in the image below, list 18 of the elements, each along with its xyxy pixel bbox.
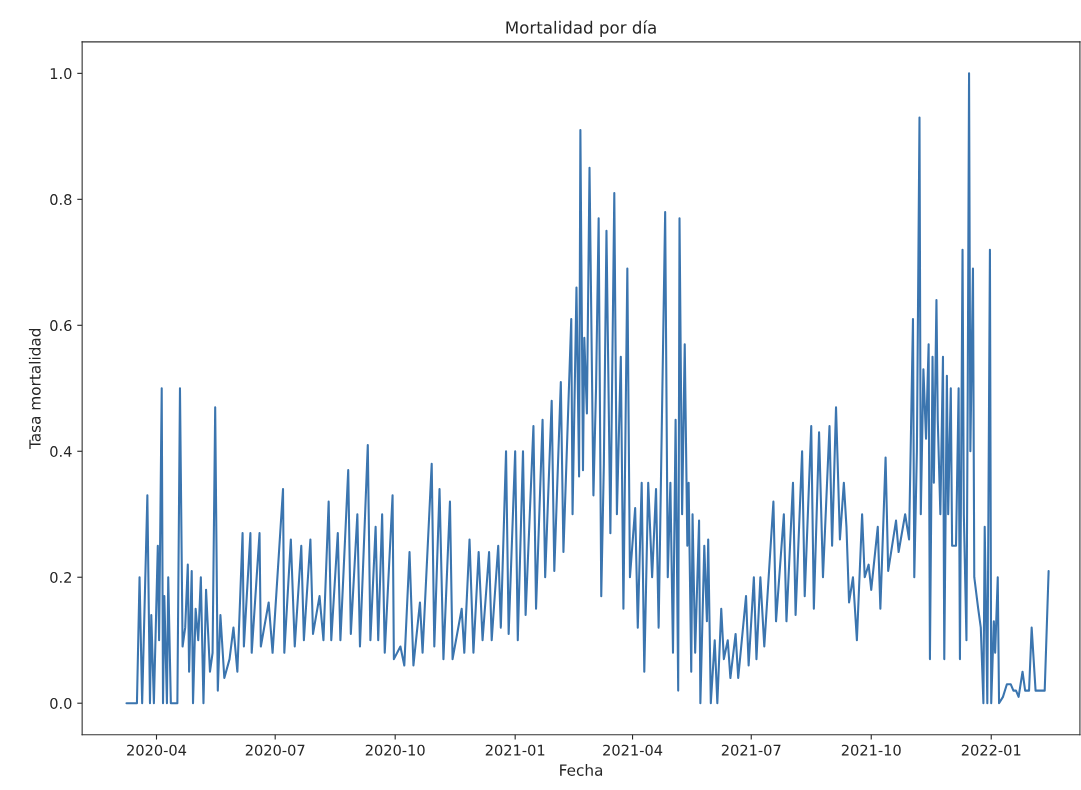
x-tick-label: 2020-10 (365, 744, 425, 756)
y-tick-label: 0.6 (50, 320, 72, 332)
x-tick-label: 2022-01 (961, 744, 1021, 756)
x-tick-label: 2021-07 (721, 744, 781, 756)
y-tick-label: 0.8 (50, 194, 72, 206)
x-tick-label: 2020-07 (245, 744, 305, 756)
x-tick-label: 2021-04 (603, 744, 663, 756)
x-tick-label: 2021-10 (841, 744, 901, 756)
y-tick-label: 0.0 (50, 697, 72, 709)
y-tick-label: 0.2 (50, 571, 71, 583)
line-series (125, 72, 1050, 705)
y-axis-title: Tasa mortalidad (28, 328, 41, 450)
y-tick-label: 0.4 (50, 445, 72, 458)
x-tick-label: 2020-04 (127, 744, 187, 756)
x-tick-label: 2021-01 (485, 744, 545, 756)
y-tick-label: 1.0 (50, 68, 72, 80)
chart-title: Mortalidad por día (506, 20, 656, 37)
x-axis-title: Fecha (560, 764, 603, 776)
